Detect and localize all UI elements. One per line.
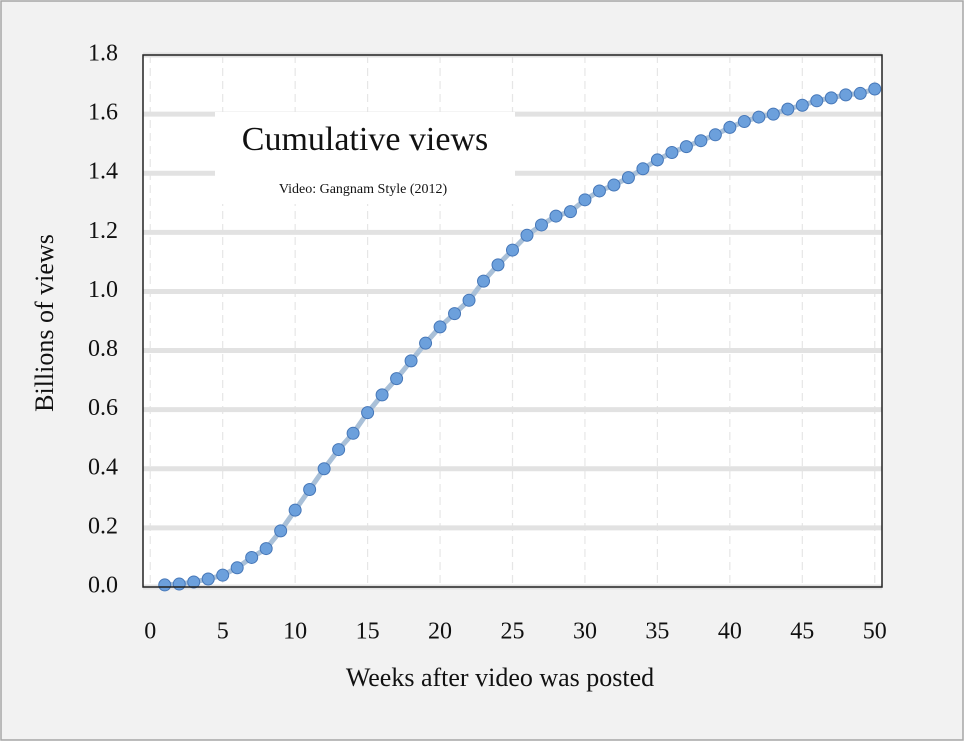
data-point (230, 561, 244, 575)
data-point (158, 578, 172, 592)
x-axis-label: Weeks after video was posted (346, 663, 654, 692)
y-tick-label: 1.4 (88, 159, 118, 185)
data-point (433, 320, 447, 334)
data-point (737, 115, 751, 128)
y-tick-label: 0.2 (88, 513, 118, 539)
title-box (215, 112, 515, 204)
data-point (665, 146, 679, 160)
x-tick-label: 0 (144, 619, 156, 645)
chart-title: Cumulative views (242, 121, 488, 158)
x-tick-label: 40 (718, 619, 742, 645)
x-tick-label: 15 (356, 619, 380, 645)
y-tick-label: 0.0 (88, 573, 118, 599)
data-point (462, 293, 476, 307)
data-point (708, 128, 722, 142)
data-point (781, 102, 795, 116)
data-point (752, 110, 766, 124)
y-tick-label: 0.4 (88, 454, 118, 480)
x-tick-label: 20 (428, 619, 452, 645)
data-point (650, 153, 664, 167)
chart-subtitle: Video: Gangnam Style (2012) (279, 182, 448, 197)
data-point (636, 162, 650, 176)
x-tick-label: 25 (501, 619, 525, 645)
plot-frame (142, 54, 883, 588)
x-tick-label: 50 (863, 619, 887, 645)
data-point (694, 134, 708, 148)
data-point (216, 568, 230, 582)
y-tick-label: 1.6 (88, 100, 118, 126)
data-point (419, 336, 433, 350)
data-point (201, 572, 215, 586)
data-point (621, 171, 635, 185)
y-tick-label: 1.0 (88, 277, 118, 303)
data-point (274, 524, 288, 538)
data-point (404, 354, 418, 368)
data-point (390, 372, 404, 386)
x-tick-label: 5 (217, 619, 229, 645)
data-point (259, 542, 273, 556)
data-point (853, 86, 867, 100)
data-point (245, 550, 259, 564)
data-point (578, 193, 592, 207)
data-point (563, 205, 577, 219)
data-point (723, 120, 737, 134)
data-point (592, 184, 606, 198)
data-point (332, 443, 346, 457)
data-point (172, 577, 186, 591)
data-point (607, 178, 621, 192)
data-point (477, 274, 491, 288)
data-point (187, 575, 201, 589)
data-point (361, 406, 375, 420)
data-point (288, 503, 302, 517)
x-tick-label: 10 (283, 619, 307, 645)
data-point (534, 218, 548, 232)
data-point (679, 140, 693, 154)
x-tick-label: 45 (790, 619, 814, 645)
data-point (868, 82, 882, 96)
data-point (448, 307, 462, 321)
data-point (346, 426, 360, 440)
data-point (520, 228, 534, 242)
y-tick-label: 0.6 (88, 395, 118, 421)
y-tick-label: 1.8 (88, 41, 118, 67)
data-point (795, 98, 809, 112)
data-point (766, 107, 780, 121)
data-point (839, 88, 853, 102)
data-point (375, 388, 389, 402)
x-tick-label: 30 (573, 619, 597, 645)
data-point (824, 91, 838, 105)
data-point (303, 482, 317, 496)
y-tick-label: 1.2 (88, 218, 118, 244)
data-point (317, 462, 331, 476)
x-tick-label: 35 (645, 619, 669, 645)
data-point (549, 209, 563, 223)
data-point (491, 258, 505, 272)
data-point (506, 243, 519, 257)
y-tick-label: 0.8 (88, 336, 118, 362)
data-point (810, 94, 824, 108)
y-axis-label: Billions of views (30, 234, 59, 412)
